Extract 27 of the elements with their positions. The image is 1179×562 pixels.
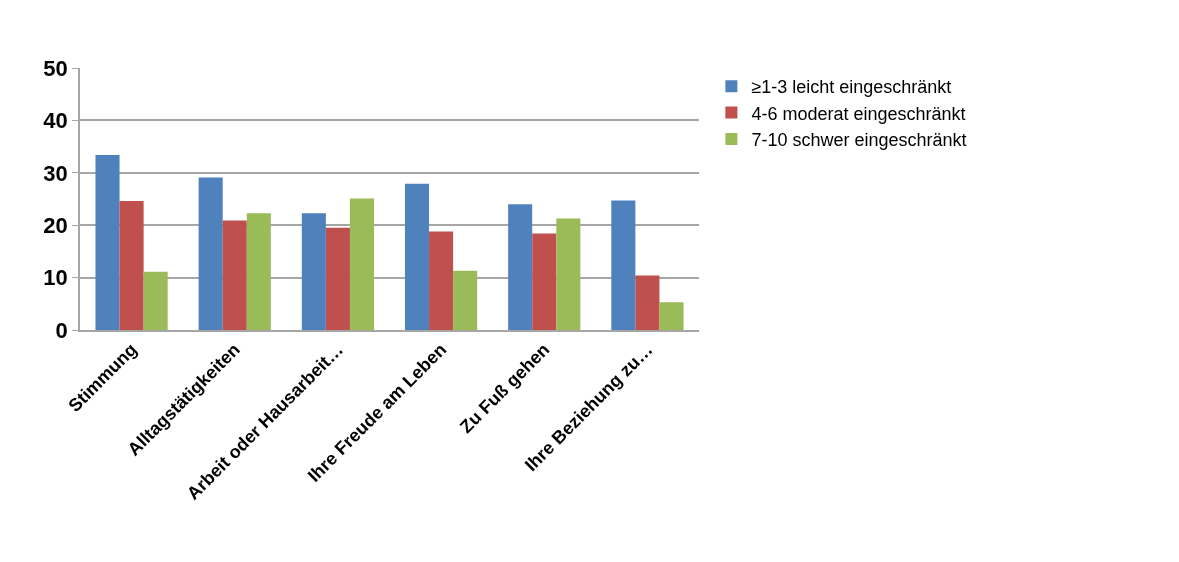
legend-label: 7-10 schwer eingeschränkt [751,130,967,151]
bar [635,275,660,330]
bar [508,204,533,330]
bar [222,220,247,330]
bar [556,218,581,330]
bar [404,183,430,330]
bar [198,177,223,330]
bar [143,271,168,330]
bar [301,213,326,330]
bar [659,302,684,330]
y-tick-label: 40 [43,108,68,134]
bar [453,270,478,330]
bar [349,198,375,330]
legend-label: ≥1-3 leicht eingeschränkt [751,77,952,98]
y-tick-label: 20 [43,212,68,238]
legend-label: 4-6 moderat eingeschränkt [751,103,966,124]
y-tick-label: 30 [43,160,68,186]
bar [119,201,144,330]
bar [429,231,454,330]
bar [611,200,636,330]
y-tick-label: 10 [43,265,68,291]
bar [95,154,120,330]
bar [532,233,557,330]
bar [325,227,350,330]
y-tick-label: 0 [55,317,68,343]
bar [246,213,271,330]
y-tick-label: 50 [43,55,68,81]
